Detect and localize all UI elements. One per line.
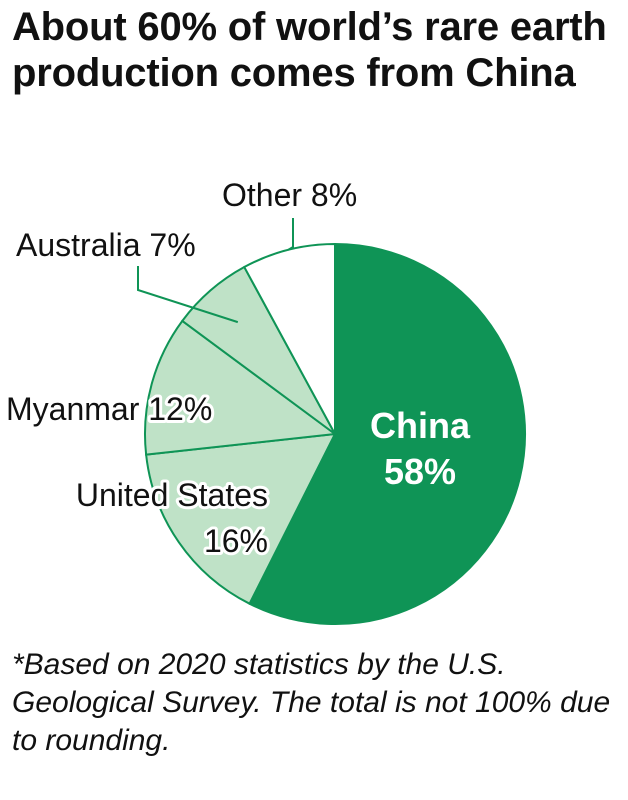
pie-chart: China 58% United States 16% Myanmar 12% Austr… [3,177,526,625]
slice-china [248,242,526,625]
label-myanmar: Myanmar 12% [6,391,212,427]
leader-lines [137,218,294,324]
label-united-states: United States [76,477,268,513]
label-china: China [370,405,471,446]
slice-united-states [145,432,337,606]
leader-line-other [287,218,294,251]
value-label-china: 58% [384,451,456,492]
value-label-united-states: 16% [204,523,268,559]
label-other: Other 8% [222,177,357,213]
leader-line-australia [137,266,239,324]
label-australia: Australia 7% [16,227,196,263]
pie-slices [144,242,526,625]
chart-title: About 60% of world’s rare earth producti… [12,5,607,95]
slice-labels: China 58% United States 16% Myanmar 12% Austr… [3,177,471,562]
slice-myanmar [144,319,338,456]
footnote: *Based on 2020 statistics by the U.S. Ge… [12,648,611,757]
slice-other [242,242,336,435]
